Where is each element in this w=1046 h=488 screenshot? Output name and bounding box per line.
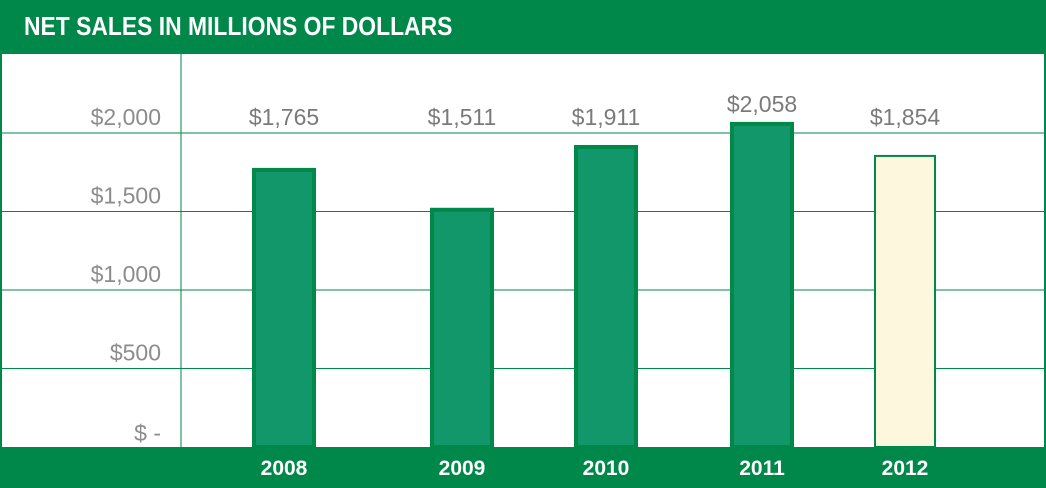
category-axis-band [2,447,1044,488]
x-tick-label-2009: 2009 [439,457,486,480]
bar-2010 [574,144,638,450]
y-tick-label: $500 [110,340,161,366]
bar-2012 [874,154,936,448]
y-tick-label: $1,500 [91,183,161,209]
y-tick-label: $1,000 [91,261,161,287]
data-label-2008: $1,765 [249,104,319,130]
bar-2011 [730,121,794,449]
chart-title: NET SALES IN MILLIONS OF DOLLARS [24,11,453,41]
data-label-2012: $1,854 [870,104,941,130]
x-tick-label-2011: 2011 [739,457,785,480]
bar-2009 [430,207,494,449]
title-band: NET SALES IN MILLIONS OF DOLLARS [2,0,1044,54]
y-tick-label: $ - [134,420,161,446]
x-tick-label-2012: 2012 [882,457,929,480]
bar-2008 [252,167,316,450]
data-label-2011: $2,058 [727,91,797,117]
x-tick-label-2008: 2008 [261,457,308,480]
y-tick-label: $2,000 [91,104,161,130]
data-label-2009: $1,511 [428,104,497,130]
data-label-2010: $1,911 [572,104,641,130]
x-tick-label-2010: 2010 [583,457,630,480]
